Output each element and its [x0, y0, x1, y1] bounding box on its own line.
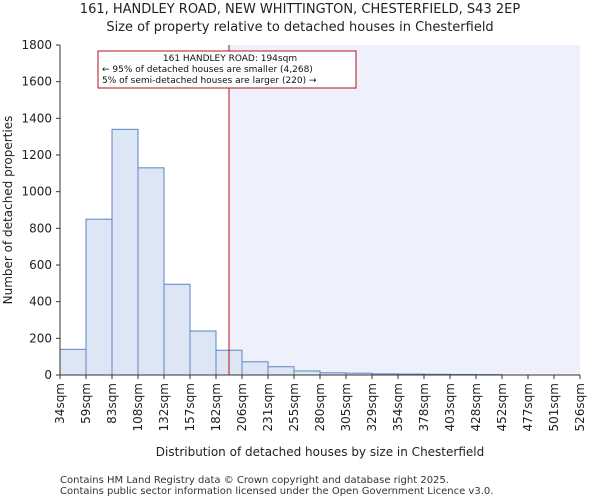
- larger-than-subject-region: [229, 45, 580, 375]
- x-tick-label: 501sqm: [547, 383, 561, 431]
- bar-231sqm: [267, 366, 295, 376]
- x-tick-label: 354sqm: [391, 383, 405, 431]
- x-tick-label: 428sqm: [469, 383, 483, 431]
- y-tick-label: 400: [29, 295, 52, 309]
- x-tick-label: 132sqm: [157, 383, 171, 431]
- chart-title: 161, HANDLEY ROAD, NEW WHITTINGTON, CHES…: [80, 2, 521, 17]
- x-tick-label: 526sqm: [573, 383, 587, 431]
- x-tick-label: 477sqm: [521, 383, 535, 431]
- y-tick-label: 800: [29, 221, 52, 235]
- y-tick-label: 1000: [21, 185, 52, 199]
- x-tick-label: 34sqm: [53, 383, 67, 424]
- x-tick-label: 231sqm: [261, 383, 275, 431]
- y-tick-label: 0: [44, 368, 52, 382]
- annotation-box: 161 HANDLEY ROAD: 194sqm ← 95% of detach…: [97, 50, 357, 89]
- y-tick-label: 600: [29, 258, 52, 272]
- chart-subtitle: Size of property relative to detached ho…: [106, 20, 493, 35]
- y-tick-label: 1800: [21, 38, 52, 52]
- x-tick-label: 305sqm: [339, 383, 353, 431]
- x-ticks: 34sqm 59sqm 83sqm 108sqm 132sqm 157sqm 182sqm 2…: [53, 375, 587, 431]
- x-tick-label: 452sqm: [495, 383, 509, 431]
- annotation-line-2: ← 95% of detached houses are smaller (4,…: [102, 65, 313, 75]
- y-tick-label: 1600: [21, 75, 52, 89]
- x-tick-label: 182sqm: [209, 383, 223, 431]
- bar-157sqm: [189, 330, 217, 376]
- y-tick-label: 1400: [21, 111, 52, 125]
- bar-255sqm: [293, 370, 321, 376]
- bar-34sqm: [59, 348, 87, 376]
- bars-group: [59, 128, 503, 376]
- bar-132sqm: [163, 283, 191, 376]
- x-tick-label: 83sqm: [105, 383, 119, 424]
- x-tick-label: 378sqm: [417, 383, 431, 431]
- y-axis-label: Number of detached properties: [1, 116, 15, 305]
- x-tick-label: 157sqm: [183, 383, 197, 431]
- x-tick-label: 403sqm: [443, 383, 457, 431]
- footer-line-1: Contains HM Land Registry data © Crown c…: [60, 475, 449, 486]
- x-tick-label: 329sqm: [365, 383, 379, 431]
- annotation-line-3: 5% of semi-detached houses are larger (2…: [102, 76, 317, 86]
- x-tick-label: 59sqm: [79, 383, 93, 424]
- x-tick-label: 206sqm: [235, 383, 249, 431]
- footer-line-2: Contains public sector information licen…: [60, 486, 493, 497]
- x-tick-label: 280sqm: [313, 383, 327, 431]
- bar-206sqm: [241, 361, 269, 376]
- annotation-border: [97, 50, 357, 89]
- y-tick-label: 200: [29, 331, 52, 345]
- y-ticks: 0 200 400 600 800 1000 1200 1400 1600 1800: [21, 38, 60, 382]
- bar-59sqm: [85, 218, 113, 376]
- x-tick-label: 108sqm: [131, 383, 145, 431]
- y-tick-label: 1200: [21, 148, 52, 162]
- x-tick-label: 255sqm: [287, 383, 301, 431]
- x-axis-label: Distribution of detached houses by size …: [156, 445, 484, 459]
- bar-108sqm: [137, 167, 165, 376]
- annotation-line-1: 161 HANDLEY ROAD: 194sqm: [163, 54, 297, 64]
- bar-83sqm: [111, 128, 139, 376]
